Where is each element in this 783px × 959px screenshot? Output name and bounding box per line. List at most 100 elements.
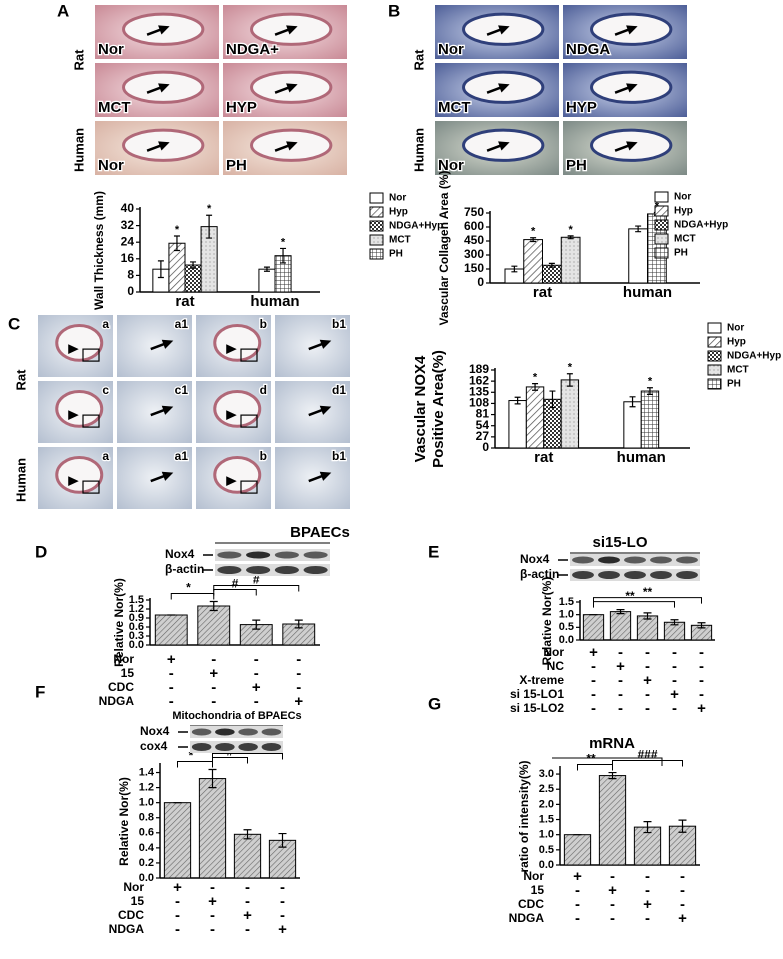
bar — [233, 833, 262, 879]
image-label: c — [102, 383, 109, 397]
bar — [633, 826, 662, 866]
significance-label: # — [253, 573, 260, 587]
condition-sign: - — [672, 672, 677, 689]
y-tick-label: 0.0 — [129, 639, 144, 651]
image-label: Nor — [98, 41, 124, 58]
x-tick-label: human — [623, 284, 672, 301]
chart-title: si15-LO — [592, 534, 647, 551]
bar — [163, 802, 192, 879]
bar — [258, 268, 276, 293]
condition-sign: - — [610, 896, 615, 913]
condition-sign: - — [254, 693, 259, 710]
y-axis-label: ratio of intensity(%) — [517, 760, 531, 872]
error-bar — [530, 237, 537, 243]
condition-name: CDC — [518, 897, 544, 911]
micrograph — [117, 381, 192, 443]
y-tick-label: 81 — [476, 407, 490, 421]
error-bar — [608, 771, 617, 780]
condition-sign: - — [175, 921, 180, 938]
condition-name: 15 — [121, 666, 135, 680]
arrow-head — [226, 410, 237, 420]
blot-label: Nox4 — [520, 552, 550, 566]
condition-name: CDC — [108, 680, 134, 694]
condition-sign: - — [575, 910, 580, 927]
x-tick-label: human — [250, 293, 299, 310]
arrow-head — [68, 410, 79, 420]
vessel-lumen — [55, 456, 104, 494]
blot-band — [624, 556, 646, 564]
blot-strip — [190, 741, 283, 753]
y-tick-label: 600 — [464, 219, 484, 233]
arrow-head — [498, 25, 510, 35]
condition-sign: + — [643, 672, 652, 689]
arrow-head — [498, 83, 510, 93]
condition-sign: - — [645, 686, 650, 703]
condition-name: Nor — [123, 880, 144, 894]
chart-title: Mitochondria of BPAECs — [172, 710, 301, 722]
y-tick-label: 27 — [476, 429, 490, 443]
significance-bracket — [170, 593, 215, 600]
y-tick-label: 1.0 — [539, 829, 554, 841]
legend-label: MCT — [727, 365, 749, 376]
condition-sign: - — [210, 879, 215, 896]
condition-sign: - — [210, 907, 215, 924]
error-bar — [263, 266, 270, 272]
condition-sign: - — [591, 672, 596, 689]
panel-letter: C — [8, 314, 20, 333]
legend-label: Hyp — [389, 207, 408, 218]
blot-strip — [215, 564, 330, 576]
condition-sign: - — [645, 644, 650, 661]
bar — [542, 264, 562, 284]
y-tick-label: 300 — [464, 247, 484, 261]
error-bar — [646, 387, 653, 395]
image-label: Nor — [438, 41, 464, 58]
y-tick-label: 0.5 — [539, 844, 554, 856]
condition-sign: + — [643, 896, 652, 913]
condition-sign: - — [680, 896, 685, 913]
condition-name: X-treme — [519, 673, 564, 687]
legend-label: Hyp — [727, 337, 746, 348]
condition-sign: - — [211, 651, 216, 668]
blot-band — [191, 743, 212, 751]
legend-label: Nor — [727, 323, 744, 334]
legend-swatch — [654, 233, 669, 245]
inset-box — [240, 414, 258, 428]
condition-name: Nor — [113, 652, 134, 666]
y-axis-label: Relative Nor(%) — [112, 578, 126, 667]
condition-sign: - — [210, 921, 215, 938]
condition-sign: - — [591, 700, 596, 717]
arrow-head — [319, 471, 332, 481]
error-bar — [511, 265, 518, 273]
chart-title: mRNA — [589, 735, 635, 752]
condition-sign: - — [245, 893, 250, 910]
blot-band — [215, 728, 235, 736]
image-label: b — [260, 449, 267, 463]
legend-label: Nor — [389, 193, 406, 204]
condition-sign: - — [645, 700, 650, 717]
row-label: Rat — [411, 49, 426, 71]
y-tick-label: 189 — [469, 362, 489, 376]
significance-label: * — [186, 581, 191, 595]
blot-band — [191, 728, 212, 736]
bar — [197, 605, 231, 646]
error-bar — [280, 247, 287, 264]
error-bar — [629, 396, 636, 408]
blot-band — [274, 566, 299, 574]
condition-sign: - — [280, 893, 285, 910]
vessel-lumen — [55, 390, 104, 428]
error-bar — [173, 235, 180, 252]
condition-name: Nor — [523, 869, 544, 883]
arrow-head — [626, 141, 638, 151]
arrow-head — [286, 83, 298, 93]
error-bar — [157, 260, 164, 279]
significance-label: ** — [625, 589, 635, 603]
y-tick-label: 1.5 — [129, 594, 144, 606]
error-bar — [514, 396, 521, 405]
micrograph — [275, 381, 350, 443]
arrow-head — [68, 476, 79, 486]
bar — [525, 386, 545, 449]
condition-sign: - — [672, 644, 677, 661]
x-tick-label: rat — [175, 293, 194, 310]
blot-label: Nox4 — [140, 724, 170, 738]
